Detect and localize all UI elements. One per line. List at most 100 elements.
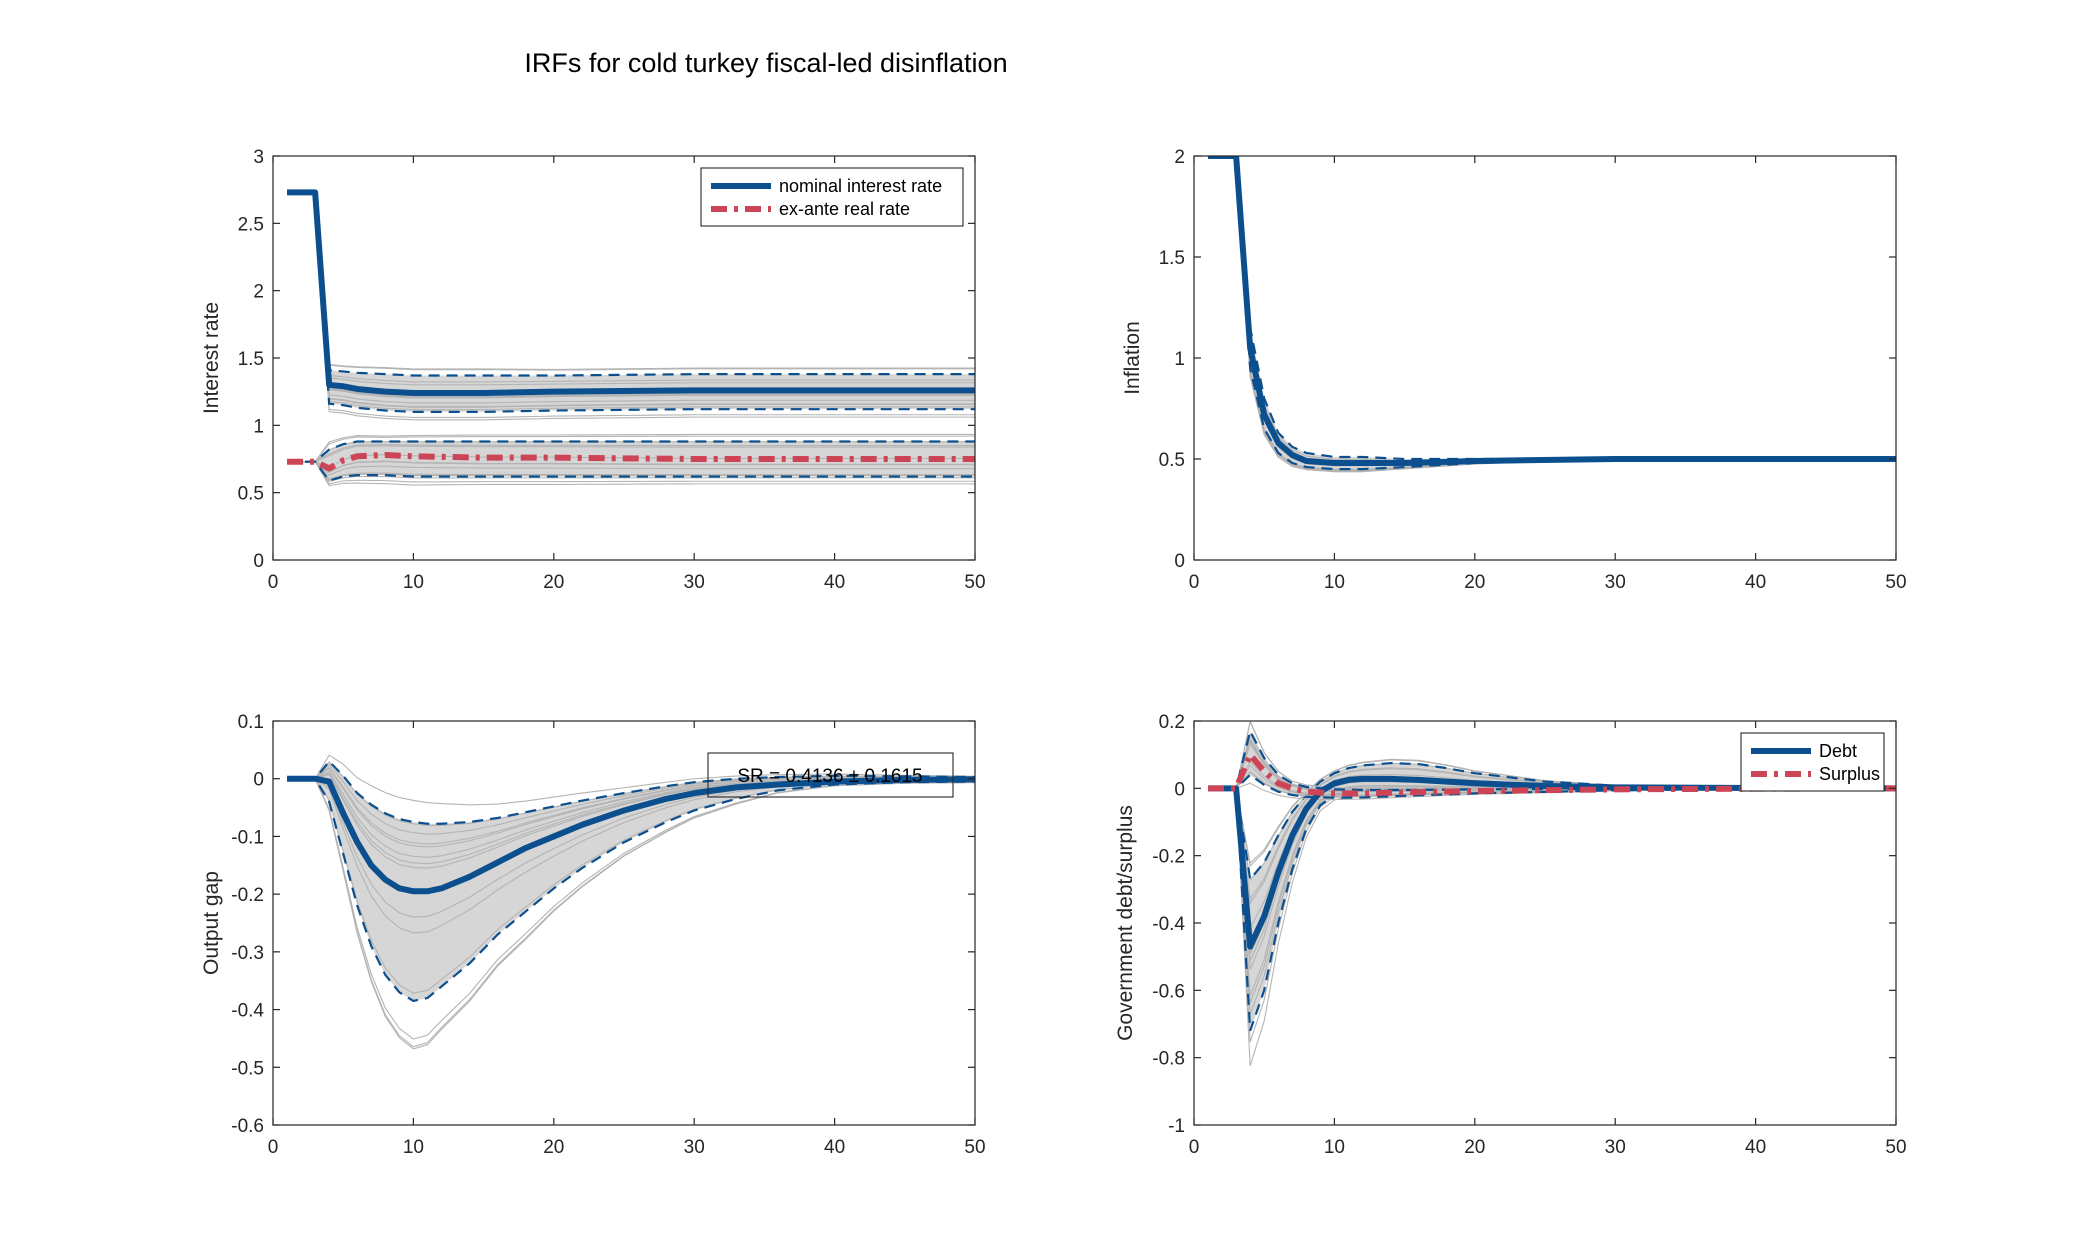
simulated-draw-line bbox=[287, 191, 975, 386]
legend-label: Surplus bbox=[1819, 764, 1880, 784]
x-tick-label: 30 bbox=[684, 1137, 705, 1158]
y-tick-label: 2 bbox=[253, 282, 264, 303]
legend: Debt Surplus bbox=[1740, 732, 1885, 792]
x-tick-label: 50 bbox=[1885, 572, 1906, 593]
x-tick-label: 50 bbox=[964, 1137, 985, 1158]
simulated-draw-line bbox=[287, 191, 975, 383]
x-tick-label: 10 bbox=[1324, 572, 1345, 593]
y-tick-label: 0.1 bbox=[238, 712, 264, 733]
simulated-draw-line bbox=[287, 191, 975, 398]
y-tick-label: 1 bbox=[1174, 349, 1185, 370]
y-tick-label: 0 bbox=[253, 770, 264, 791]
x-tick-label: 40 bbox=[1745, 1137, 1766, 1158]
y-axis-label: Interest rate bbox=[200, 302, 223, 414]
y-tick-label: -0.6 bbox=[231, 1116, 264, 1137]
simulated-draw-line bbox=[287, 445, 975, 463]
y-tick-label: 1.5 bbox=[238, 349, 264, 370]
subplot-inflation: 0 10 20 30 40 50 0 0.5 1 1.5 2 Inflation bbox=[1121, 147, 1907, 593]
subplot-government-debt-surplus: 0 10 20 30 40 50 -1 -0.8 -0.6 -0.4 -0.2 0 0.2 Governm… bbox=[1114, 712, 1907, 1158]
y-tick-label: 3 bbox=[253, 147, 264, 168]
y-tick-label: 0.5 bbox=[238, 484, 264, 505]
plot-layer bbox=[1208, 156, 1896, 473]
y-axis-label: Output gap bbox=[200, 871, 223, 975]
legend-box bbox=[1740, 732, 1885, 792]
x-tick-label: 30 bbox=[1605, 572, 1626, 593]
annotation-box bbox=[707, 752, 954, 798]
median-line bbox=[1208, 156, 1896, 467]
y-axis-label: Government debt/surplus bbox=[1114, 805, 1137, 1041]
x-tick-label: 0 bbox=[1189, 572, 1200, 593]
legend-box bbox=[700, 167, 964, 227]
simulated-draw-line bbox=[287, 191, 975, 408]
simulated-draw-line bbox=[287, 778, 975, 1040]
y-tick-label: -0.5 bbox=[231, 1058, 264, 1079]
y-tick-label: -0.4 bbox=[231, 1001, 264, 1022]
simulated-draw-line bbox=[287, 461, 975, 480]
subplot-output-gap: 0 10 20 30 40 50 -0.6 -0.5 -0.4 -0.3 -0.2 -0.1 0 0.1 O… bbox=[200, 712, 986, 1158]
y-tick-label: 1.5 bbox=[1159, 248, 1185, 269]
figure-title: IRFs for cold turkey fiscal-led disinfla… bbox=[524, 48, 1007, 78]
simulated-draw-line bbox=[287, 191, 975, 411]
plot-layer bbox=[287, 754, 975, 1050]
simulated-draw-line bbox=[287, 761, 975, 827]
simulated-draw-line bbox=[287, 461, 975, 476]
x-tick-label: 40 bbox=[824, 572, 845, 593]
simulated-draw-line bbox=[287, 461, 975, 485]
legend-label: nominal interest rate bbox=[779, 176, 942, 196]
plot-layer bbox=[287, 189, 975, 487]
y-tick-label: 1 bbox=[253, 416, 264, 437]
x-tick-label: 50 bbox=[964, 572, 985, 593]
y-tick-label: 2 bbox=[1174, 147, 1185, 168]
simulated-draw-line bbox=[287, 433, 975, 463]
simulated-draw-line bbox=[287, 763, 975, 835]
y-tick-label: 0 bbox=[1174, 779, 1185, 800]
simulated-draw-line bbox=[287, 461, 975, 474]
band-lower-line bbox=[287, 191, 975, 413]
y-tick-label: 2.5 bbox=[238, 214, 264, 235]
y-tick-label: -0.4 bbox=[1152, 914, 1185, 935]
annotation-text: SR = 0.4136 ± 0.1615 bbox=[737, 766, 922, 787]
ex-ante-real-rate-line bbox=[287, 451, 975, 472]
band-upper-line bbox=[287, 440, 975, 463]
legend-label: Debt bbox=[1819, 741, 1857, 761]
x-tick-label: 0 bbox=[268, 1137, 279, 1158]
x-tick-label: 40 bbox=[824, 1137, 845, 1158]
simulated-draw-line bbox=[287, 435, 975, 463]
simulated-draw-line bbox=[287, 767, 975, 848]
y-tick-label: -0.2 bbox=[1152, 847, 1185, 868]
debt-line bbox=[1208, 775, 1896, 950]
x-tick-label: 20 bbox=[543, 1137, 564, 1158]
subplot-interest-rate: 0 10 20 30 40 50 0 0.5 1 1.5 2 2.5 3 Interest rate nom… bbox=[200, 147, 986, 593]
axes-frame bbox=[272, 720, 976, 1126]
x-tick-label: 10 bbox=[403, 572, 424, 593]
simulated-draw-line bbox=[287, 461, 975, 483]
y-tick-label: -0.8 bbox=[1152, 1049, 1185, 1070]
simulated-draw-line bbox=[287, 444, 975, 463]
simulated-draw-line bbox=[287, 754, 975, 806]
x-tick-label: 30 bbox=[1605, 1137, 1626, 1158]
simulated-draw-line bbox=[287, 191, 975, 421]
x-tick-label: 0 bbox=[1189, 1137, 1200, 1158]
confidence-band bbox=[287, 761, 975, 1001]
simulated-draw-line bbox=[287, 191, 975, 408]
x-tick-label: 30 bbox=[684, 572, 705, 593]
x-tick-label: 20 bbox=[1464, 572, 1485, 593]
x-tick-label: 20 bbox=[543, 572, 564, 593]
nominal-interest-rate-line bbox=[287, 189, 975, 397]
y-tick-label: 0 bbox=[253, 551, 264, 572]
band-lower-line bbox=[287, 460, 975, 482]
y-tick-label: -0.3 bbox=[231, 943, 264, 964]
y-tick-label: -1 bbox=[1168, 1116, 1185, 1137]
y-tick-label: 0.5 bbox=[1159, 450, 1185, 471]
median-line bbox=[287, 775, 975, 895]
x-tick-label: 10 bbox=[403, 1137, 424, 1158]
y-tick-label: 0.2 bbox=[1159, 712, 1185, 733]
y-axis-label: Inflation bbox=[1121, 321, 1144, 395]
y-tick-label: 0 bbox=[1174, 551, 1185, 572]
sharpe-ratio-annotation: SR = 0.4136 ± 0.1615 bbox=[707, 752, 954, 798]
x-tick-label: 20 bbox=[1464, 1137, 1485, 1158]
x-tick-label: 40 bbox=[1745, 572, 1766, 593]
x-tick-label: 0 bbox=[268, 572, 279, 593]
legend: nominal interest rate ex-ante real rate bbox=[700, 167, 964, 227]
